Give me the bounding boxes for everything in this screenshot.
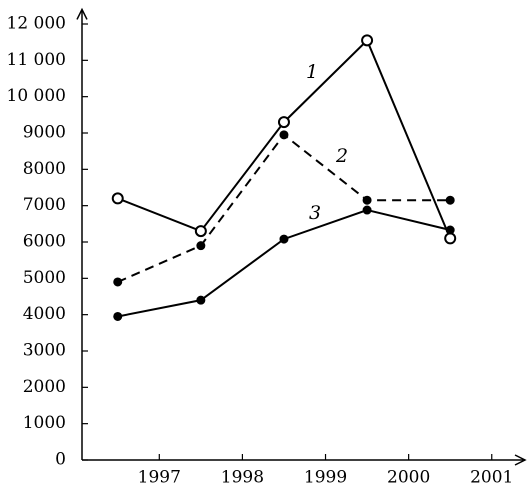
y-tick-label: 12 000 <box>7 14 66 34</box>
y-tick-label: 5000 <box>23 268 66 288</box>
y-tick-label: 1000 <box>23 413 66 433</box>
data-point <box>362 195 372 205</box>
y-tick-label: 7000 <box>23 195 66 215</box>
series-line <box>117 38 452 239</box>
series-line <box>117 208 451 318</box>
data-point <box>361 34 374 47</box>
y-tick-label: 11 000 <box>7 50 66 70</box>
series-label: 2 <box>335 145 348 167</box>
data-point <box>111 192 124 205</box>
y-tick-label: 6000 <box>23 232 66 252</box>
series-label: 1 <box>306 61 318 83</box>
y-axis-arrow <box>76 7 88 20</box>
data-point <box>362 205 372 215</box>
data-point <box>279 234 289 244</box>
x-tick-label: 1998 <box>221 468 264 487</box>
data-point <box>113 311 123 321</box>
y-tick-label: 0 <box>55 450 66 470</box>
x-axis-arrow <box>514 454 527 466</box>
data-point <box>445 195 455 205</box>
x-tick-label: 1997 <box>138 468 181 487</box>
data-point <box>444 232 457 245</box>
y-tick-label: 3000 <box>23 341 66 361</box>
data-point <box>194 225 207 238</box>
data-point <box>445 225 455 235</box>
data-point <box>277 116 290 129</box>
data-point <box>196 241 206 251</box>
y-tick-label: 8000 <box>23 159 66 179</box>
y-tick-label: 9000 <box>23 123 66 143</box>
x-tick-label: 2001 <box>470 468 513 487</box>
y-tick-label: 10 000 <box>7 86 66 106</box>
y-tick-label: 2000 <box>23 377 66 397</box>
data-point <box>279 130 289 140</box>
y-tick-label: 4000 <box>23 304 66 324</box>
x-tick-label: 1999 <box>304 468 347 487</box>
x-tick-label: 2000 <box>387 468 430 487</box>
series-line <box>117 133 451 283</box>
data-point <box>113 277 123 287</box>
data-point <box>196 295 206 305</box>
series-label: 3 <box>309 202 321 224</box>
